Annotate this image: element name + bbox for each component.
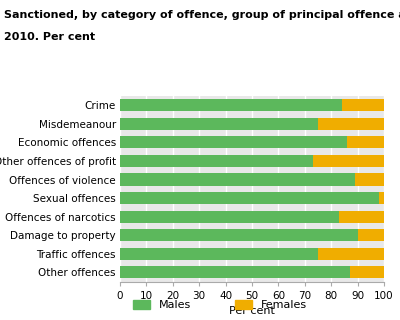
Bar	[318, 118, 384, 130]
Bar	[120, 155, 313, 167]
Bar	[318, 248, 384, 260]
Bar	[120, 173, 355, 186]
Bar	[313, 155, 384, 167]
Text: Sanctioned, by category of offence, group of principal offence and sex.: Sanctioned, by category of offence, grou…	[4, 10, 400, 20]
Bar	[339, 211, 384, 223]
Bar	[120, 99, 342, 111]
X-axis label: Per cent: Per cent	[229, 306, 275, 316]
Text: 2010. Per cent: 2010. Per cent	[4, 32, 95, 42]
Bar	[350, 266, 384, 278]
Bar	[358, 229, 384, 241]
Bar	[120, 266, 350, 278]
Legend: Males, Females: Males, Females	[128, 295, 312, 315]
Bar	[120, 229, 358, 241]
Bar	[342, 99, 384, 111]
Bar	[120, 136, 347, 148]
Bar	[120, 211, 339, 223]
Bar	[120, 118, 318, 130]
Bar	[355, 173, 384, 186]
Bar	[120, 248, 318, 260]
Bar	[347, 136, 384, 148]
Bar	[120, 192, 379, 204]
Bar	[379, 192, 384, 204]
